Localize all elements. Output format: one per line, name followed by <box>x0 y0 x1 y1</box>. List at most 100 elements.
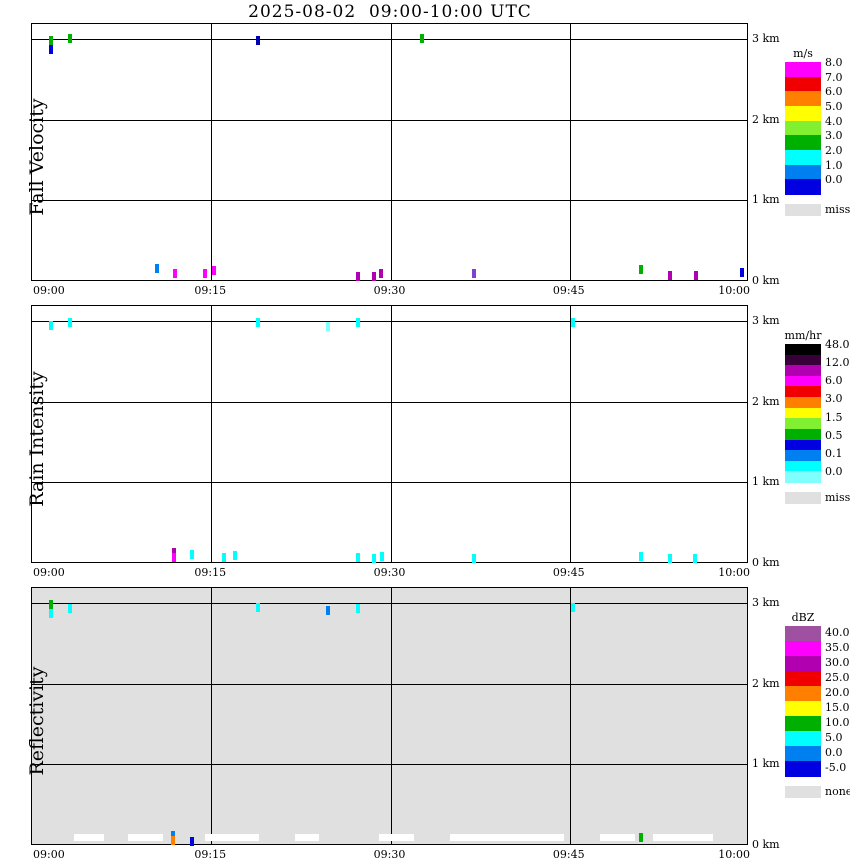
data-mark <box>371 553 376 563</box>
colorbar-swatch <box>785 76 821 92</box>
y-tick-label: 3 km <box>752 596 780 610</box>
data-mark <box>222 553 227 563</box>
colorbar-tick-label: 40.0 <box>825 626 850 639</box>
data-mark <box>255 602 260 612</box>
y-tick-label: 0 km <box>752 556 780 569</box>
gridline-3km <box>32 321 747 323</box>
y-tick-label: 1 km <box>752 757 780 771</box>
gridline-45min <box>569 24 571 280</box>
colorbar-swatch <box>785 761 821 777</box>
colorbar-tick-label: 25.0 <box>825 671 850 684</box>
colorbar-swatch <box>785 407 821 419</box>
x-tick-label: 09:30 <box>373 284 406 297</box>
y-tick-label: 0 km <box>752 838 780 851</box>
colorbar-missing-swatch <box>785 204 821 216</box>
no-data-segment <box>599 834 636 841</box>
y-tick-label: 3 km <box>752 314 780 328</box>
no-data-segment <box>73 834 104 841</box>
data-mark <box>668 553 673 563</box>
colorbar-tick-label: 2.0 <box>825 144 843 157</box>
colorbar-tick-label: 10.0 <box>825 716 850 729</box>
no-data-segment <box>294 834 319 841</box>
x-tick-label: 09:00 <box>33 848 65 861</box>
colorbar-swatch <box>785 641 821 657</box>
colorbar-tick-label: 20.0 <box>825 686 850 699</box>
data-mark <box>378 269 383 279</box>
colorbar-swatch <box>785 386 821 398</box>
colorbar-tick-label: 1.5 <box>825 410 843 424</box>
colorbar-swatch <box>785 450 821 462</box>
gridline-30min <box>390 306 392 562</box>
data-mark <box>571 317 576 327</box>
colorbar-tick-label: 35.0 <box>825 641 850 654</box>
data-mark <box>356 317 361 327</box>
colorbar-tick-label: 15.0 <box>825 701 850 714</box>
panel-axis-title-1: Rain Intensity <box>26 371 48 507</box>
data-mark <box>68 34 73 43</box>
colorbar-tick-label: 12.0 <box>825 356 850 370</box>
data-mark <box>233 551 238 561</box>
data-mark <box>419 34 424 43</box>
y-tick-label: 2 km <box>752 394 780 408</box>
data-mark <box>49 609 54 619</box>
data-mark <box>171 831 175 841</box>
data-mark <box>255 35 260 45</box>
data-mark <box>203 269 208 279</box>
colorbar-tick-label: 6.0 <box>825 374 843 388</box>
gridline-15min <box>211 306 213 562</box>
colorbar-tick-label: -5.0 <box>825 761 847 774</box>
panel-axis-title-0: Fall Velocity <box>26 98 48 216</box>
colorbar-swatch <box>785 460 821 472</box>
gridline-30min <box>390 24 392 280</box>
data-mark <box>171 835 175 845</box>
gridline-2km <box>32 401 747 403</box>
y-tick-label: 3 km <box>752 32 780 46</box>
data-mark <box>68 317 73 327</box>
colorbar-swatch <box>785 428 821 441</box>
colorbar-swatch <box>785 62 821 78</box>
data-mark <box>356 603 361 613</box>
data-mark <box>49 320 54 330</box>
page-title: 2025-08-02 09:00-10:00 UTC <box>248 2 532 22</box>
x-tick-label: 09:15 <box>194 284 227 297</box>
colorbar-units-0: m/s <box>793 47 813 60</box>
colorbar-swatch <box>785 344 821 356</box>
colorbar-tick-label: 7.0 <box>825 70 843 84</box>
data-mark <box>356 271 361 281</box>
colorbar-missing-label: miss <box>825 491 850 504</box>
colorbar-tick-label: 3.0 <box>825 392 843 406</box>
plot-panel-rain-intensity <box>31 305 748 563</box>
data-mark <box>693 553 698 563</box>
x-tick-label: 09:30 <box>373 566 406 579</box>
plot-panel-fall-velocity <box>31 23 748 281</box>
x-tick-label: 09:30 <box>373 848 406 861</box>
data-mark <box>68 604 73 614</box>
plot-panel-reflectivity <box>31 587 748 847</box>
colorbar-swatch <box>785 731 821 747</box>
data-mark <box>172 553 177 563</box>
x-tick-label: 10:00 <box>718 284 750 297</box>
colorbar-missing-label: miss <box>825 203 850 216</box>
data-mark <box>694 271 699 281</box>
colorbar-swatch <box>785 354 821 366</box>
x-tick-label: 09:45 <box>552 284 585 297</box>
data-mark <box>356 553 361 563</box>
x-tick-label: 10:00 <box>718 566 750 579</box>
colorbar-tick-label: 8.0 <box>825 56 843 69</box>
colorbar-tick-label: 0.0 <box>825 465 843 479</box>
data-mark <box>211 266 216 276</box>
colorbar-swatch <box>785 135 821 151</box>
colorbar-missing-swatch <box>785 492 821 504</box>
gridline-45min <box>569 588 571 844</box>
colorbar-swatch <box>785 746 821 762</box>
y-tick-label: 2 km <box>752 112 780 126</box>
colorbar-swatch <box>785 179 821 195</box>
colorbar-swatch <box>785 120 821 136</box>
data-mark <box>172 548 177 558</box>
x-tick-label: 09:00 <box>33 566 65 579</box>
colorbar-swatch <box>785 471 821 483</box>
colorbar-swatch <box>785 716 821 732</box>
no-data-segment <box>127 834 164 841</box>
gridline-1km <box>32 764 747 766</box>
no-data-segment <box>653 834 714 841</box>
